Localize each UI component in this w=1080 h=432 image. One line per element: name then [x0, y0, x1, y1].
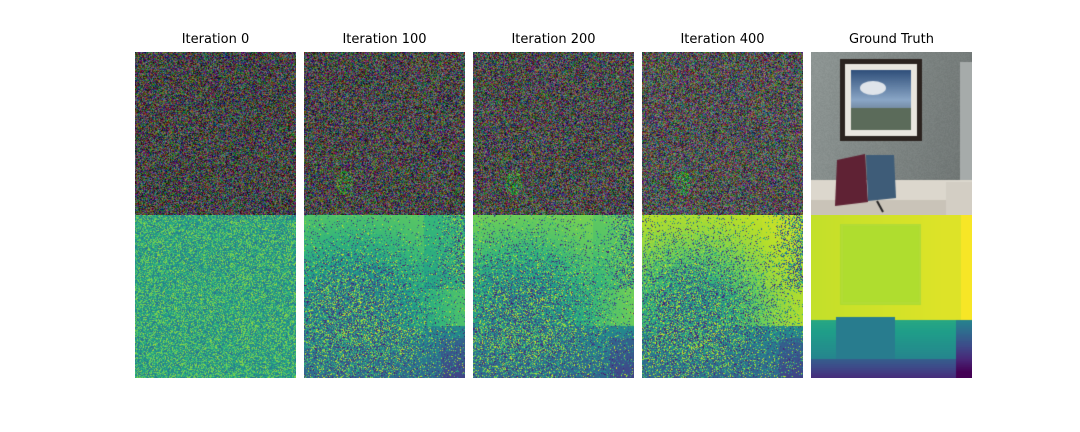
depth-map-iteration-100 — [304, 215, 465, 378]
column-title-iteration-200: Iteration 200 — [511, 32, 596, 47]
column-title-iteration-0: Iteration 0 — [181, 32, 250, 47]
column-title-ground-truth: Ground Truth — [849, 32, 934, 47]
rgb-render-iteration-200 — [473, 52, 634, 215]
depth-ground-truth — [811, 215, 972, 378]
rgb-render-iteration-0 — [135, 52, 296, 215]
rgb-ground-truth — [811, 52, 972, 215]
depth-map-iteration-200 — [473, 215, 634, 378]
rgb-render-iteration-100 — [304, 52, 465, 215]
column-title-iteration-400: Iteration 400 — [680, 32, 765, 47]
column-title-iteration-100: Iteration 100 — [342, 32, 427, 47]
depth-map-iteration-0 — [135, 215, 296, 378]
depth-map-iteration-400 — [642, 215, 803, 378]
rgb-render-iteration-400 — [642, 52, 803, 215]
